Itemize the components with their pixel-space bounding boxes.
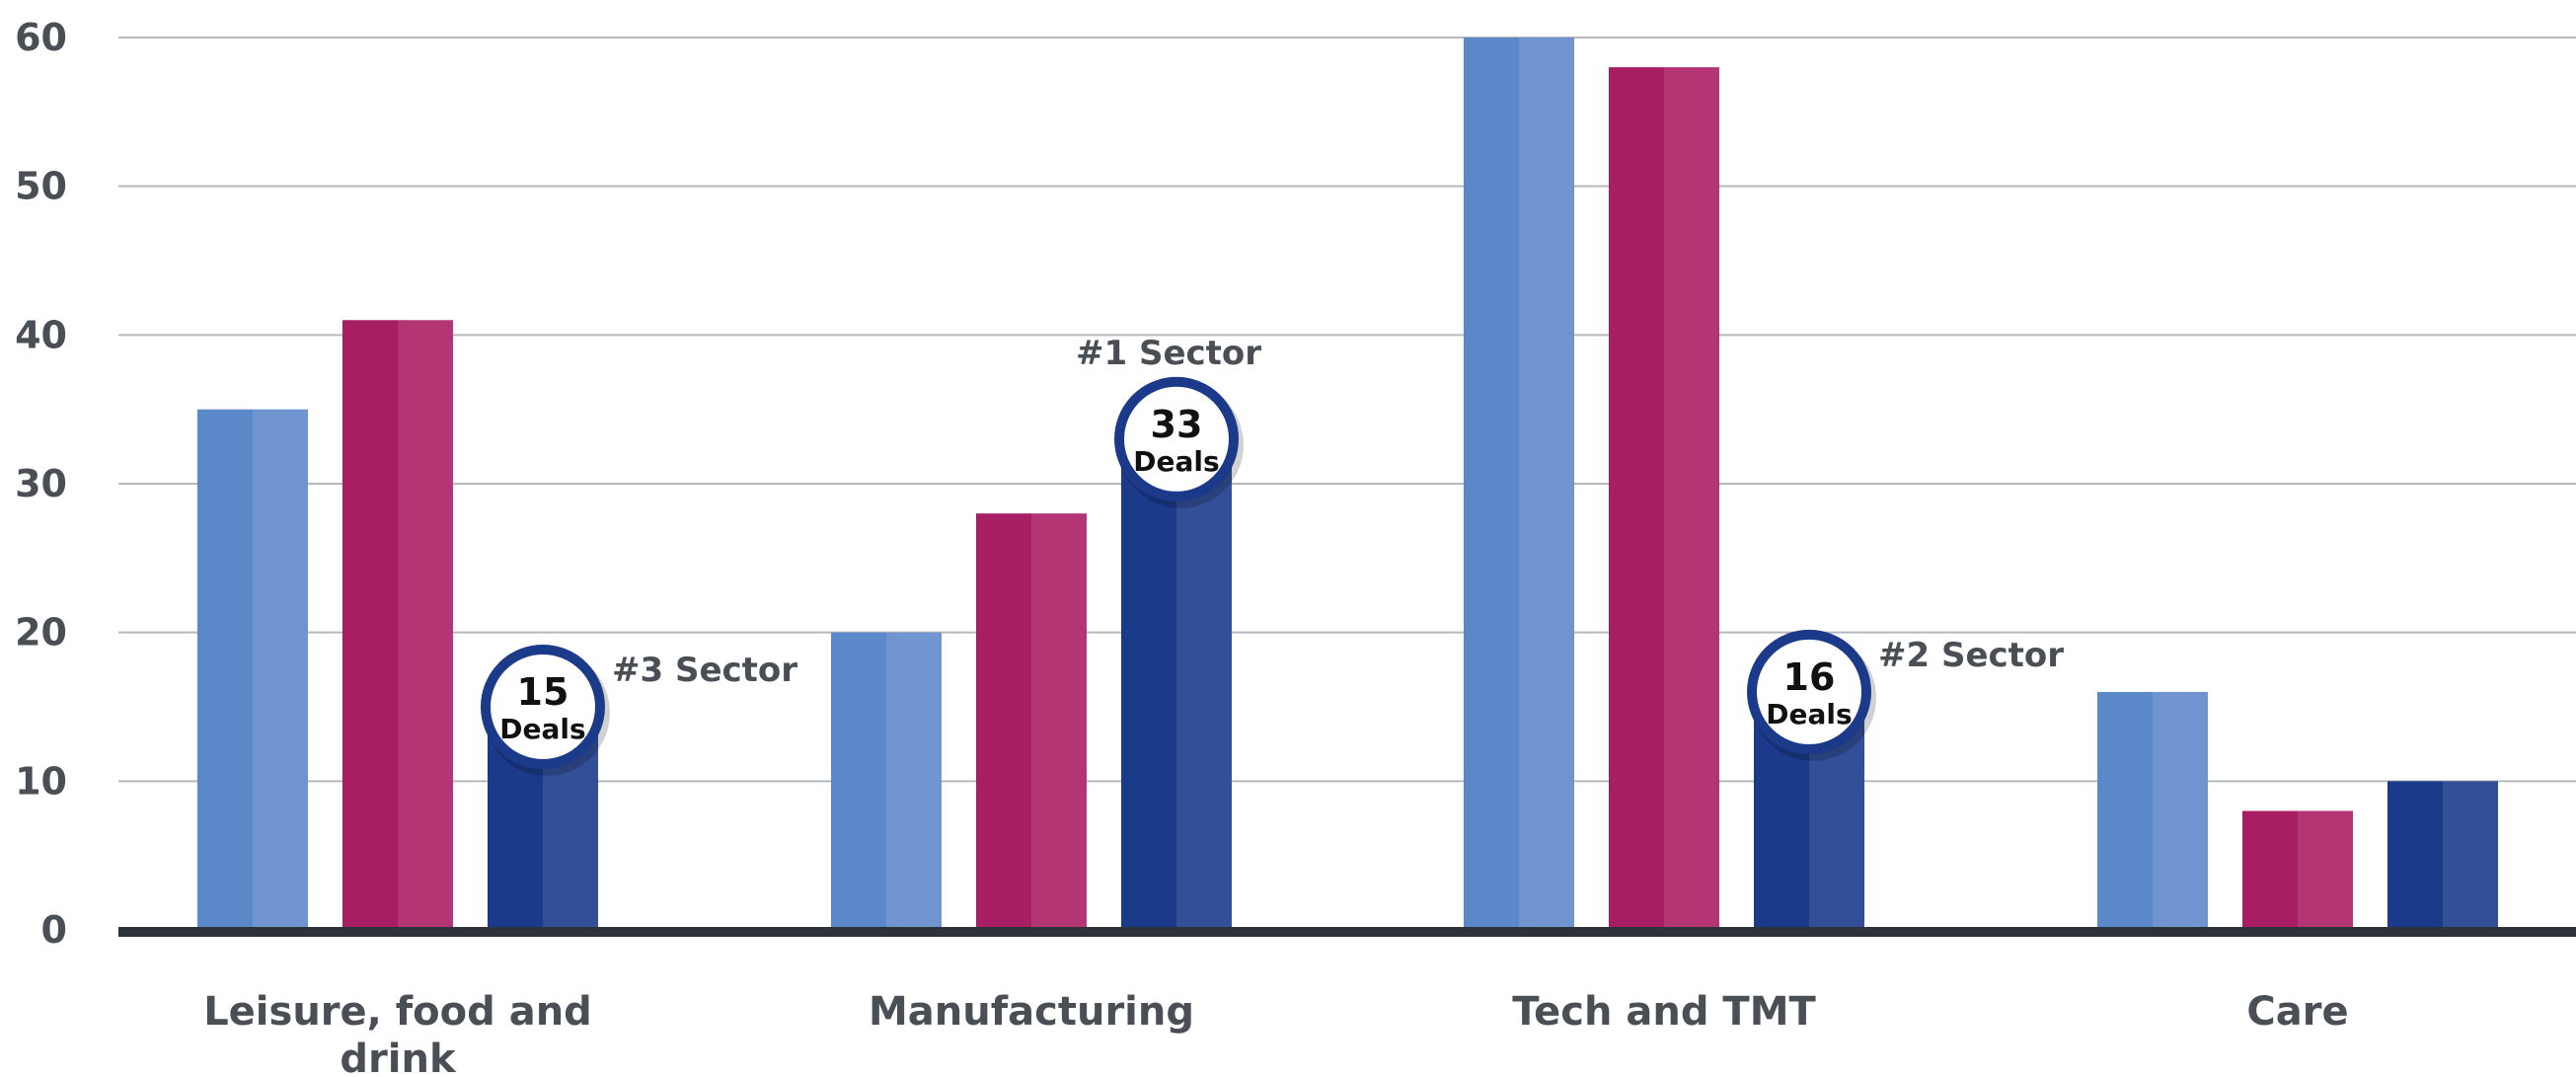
bar-right-half <box>1031 513 1087 930</box>
x-category-label: Care <box>2246 989 2348 1035</box>
bar-left-half <box>2097 691 2153 930</box>
x-category-label: drink <box>340 1037 457 1077</box>
bar-right-half <box>398 320 453 930</box>
bar <box>1609 67 1719 931</box>
bar <box>2097 691 2208 930</box>
sector-rank-note: #3 Sector <box>612 651 797 690</box>
y-tick-label: 50 <box>15 165 67 208</box>
bar <box>2242 810 2353 930</box>
bar-left-half <box>1464 38 1519 930</box>
bar-right-half <box>1176 438 1232 930</box>
badge-number: 16 <box>1783 655 1836 699</box>
bar-left-half <box>1609 67 1664 931</box>
bar-left-half <box>342 320 398 930</box>
bar <box>1121 438 1232 930</box>
x-category-label: Manufacturing <box>869 989 1194 1035</box>
x-category-label: Tech and TMT <box>1512 989 1816 1035</box>
bar-right-half <box>2153 691 2208 930</box>
bar-right-half <box>886 632 942 930</box>
badge-circle <box>1747 629 1871 754</box>
bars <box>197 38 2498 931</box>
y-axis-tick-labels: 0 10 20 30 40 50 60 <box>15 16 67 952</box>
badge-circle <box>1114 376 1239 501</box>
bar <box>342 320 453 930</box>
x-category-label: Leisure, food and <box>203 989 592 1035</box>
y-tick-label: 10 <box>15 759 67 803</box>
badge-label: Deals <box>1766 698 1852 731</box>
badge-label: Deals <box>1133 445 1219 478</box>
bar-left-half <box>2387 781 2443 930</box>
y-tick-label: 0 <box>41 908 67 952</box>
gridlines <box>118 37 2576 783</box>
bar-left-half <box>831 632 886 930</box>
badge-label: Deals <box>499 713 585 745</box>
badge-number: 15 <box>517 670 569 714</box>
bar-right-half <box>2443 781 2498 930</box>
y-tick-label: 60 <box>15 16 67 59</box>
sector-rank-note: #2 Sector <box>1878 636 2064 675</box>
badge-circle <box>481 645 605 769</box>
bar-left-half <box>2242 810 2298 930</box>
bar <box>1464 38 1574 930</box>
bar-left-half <box>1121 438 1176 930</box>
bar-right-half <box>2298 810 2353 930</box>
bar-left-half <box>197 409 253 931</box>
y-tick-label: 30 <box>15 462 67 505</box>
sector-rank-note: #1 Sector <box>1076 334 1261 373</box>
bar <box>197 409 308 931</box>
bar-right-half <box>1664 67 1719 931</box>
bar <box>2387 781 2498 930</box>
bar-right-half <box>253 409 308 931</box>
bar-right-half <box>1519 38 1574 930</box>
badge-number: 33 <box>1151 403 1203 446</box>
y-tick-label: 40 <box>15 313 67 356</box>
bar <box>831 632 942 930</box>
bar-left-half <box>976 513 1031 930</box>
y-tick-label: 20 <box>15 611 67 654</box>
bar <box>976 513 1087 930</box>
